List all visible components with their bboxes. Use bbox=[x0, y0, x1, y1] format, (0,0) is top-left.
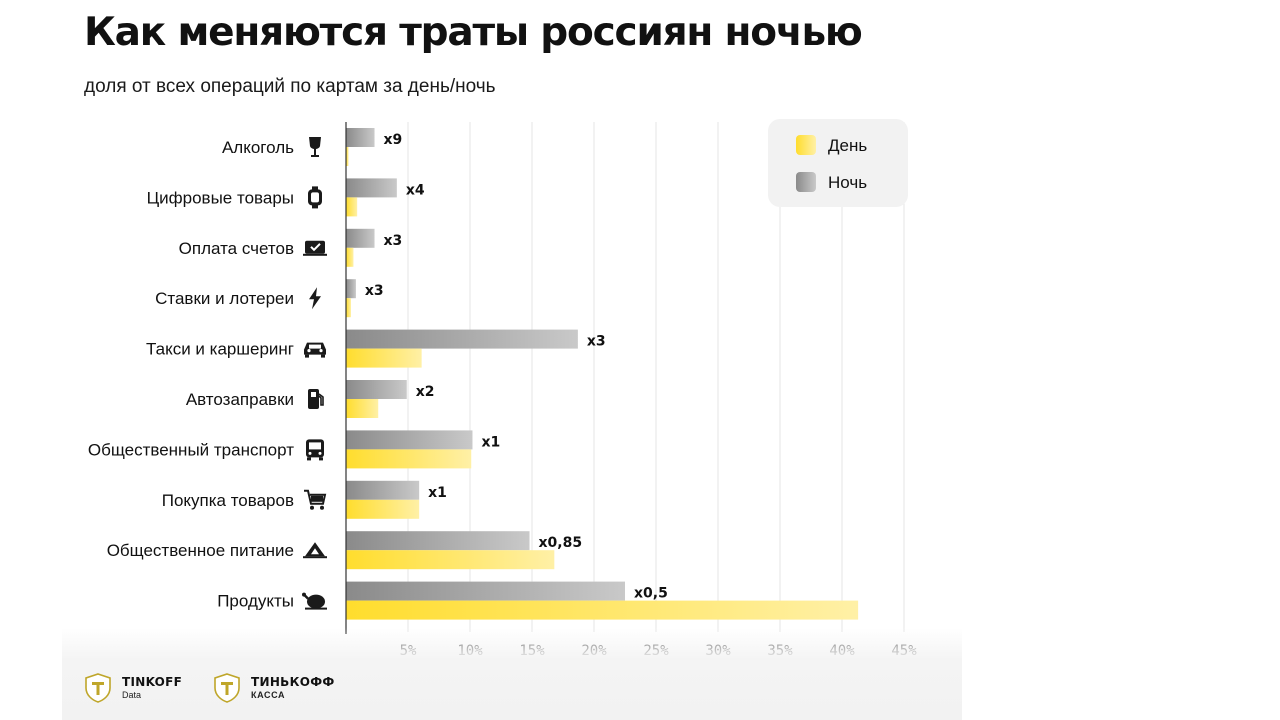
shopping-cart-icon bbox=[304, 489, 327, 510]
category-label: Оплата счетов bbox=[179, 239, 294, 258]
legend-day-label: День bbox=[828, 136, 867, 155]
legend-night-swatch bbox=[796, 172, 816, 192]
night-bar bbox=[346, 531, 530, 551]
tinkoff-emblem-icon bbox=[214, 673, 240, 703]
footer bbox=[62, 628, 962, 720]
category-label: Алкоголь bbox=[222, 138, 294, 157]
page-subtitle: доля от всех операций по картам за день/… bbox=[84, 76, 496, 97]
day-bar bbox=[346, 348, 422, 368]
night-bar bbox=[346, 178, 397, 198]
logo1-name: TINKOFF bbox=[122, 675, 183, 689]
day-bar bbox=[346, 147, 349, 166]
legend-day-swatch bbox=[796, 135, 816, 155]
day-bar bbox=[346, 298, 351, 318]
logo2-name: ТИНЬКОФФ bbox=[251, 675, 335, 689]
category-label: Продукты bbox=[217, 592, 294, 611]
day-bar bbox=[346, 399, 379, 418]
ratio-label: x0,85 bbox=[539, 535, 583, 551]
bus-icon bbox=[306, 439, 324, 461]
category-label: Цифровые товары bbox=[147, 188, 294, 207]
ratio-label: x3 bbox=[384, 233, 403, 249]
tinkoff-kassa-logo: ТИНЬКОФФ КАССА bbox=[211, 672, 335, 704]
night-bar bbox=[346, 329, 578, 349]
category-label: Покупка товаров bbox=[162, 491, 294, 510]
ratio-label: x3 bbox=[365, 283, 384, 299]
night-bar bbox=[346, 380, 407, 399]
legend-box bbox=[768, 119, 908, 207]
wine-glass-icon bbox=[309, 137, 321, 157]
night-bar bbox=[346, 581, 625, 601]
tinkoff-data-logo: TINKOFF Data bbox=[82, 672, 182, 704]
ratio-label: x1 bbox=[481, 434, 500, 450]
category-label: Такси и каршеринг bbox=[146, 340, 294, 359]
legend-night-label: Ночь bbox=[828, 173, 867, 192]
ratio-label: x2 bbox=[416, 384, 435, 400]
ratio-label: x4 bbox=[406, 182, 425, 198]
ratio-label: x9 bbox=[384, 132, 403, 148]
day-bar bbox=[346, 247, 354, 267]
night-bar bbox=[346, 480, 420, 500]
ratio-label: x0,5 bbox=[634, 586, 668, 602]
ratio-label: x1 bbox=[428, 485, 447, 501]
night-bar bbox=[346, 430, 473, 450]
category-label: Автозаправки bbox=[186, 390, 294, 409]
night-bar bbox=[346, 128, 375, 147]
tinkoff-emblem-icon bbox=[85, 673, 111, 703]
car-icon bbox=[304, 342, 326, 358]
day-bar bbox=[346, 499, 420, 519]
day-bar bbox=[346, 550, 555, 570]
category-label: Ставки и лотереи bbox=[155, 289, 294, 308]
logo2-sub: КАССА bbox=[251, 690, 286, 700]
dining-icon bbox=[303, 542, 327, 559]
roast-chicken-icon bbox=[302, 592, 327, 610]
day-bar bbox=[346, 197, 358, 217]
day-bar bbox=[346, 600, 859, 620]
logo1-sub: Data bbox=[122, 690, 142, 700]
smartwatch-icon bbox=[308, 186, 322, 209]
ratio-label: x3 bbox=[587, 334, 606, 350]
fuel-pump-icon bbox=[308, 389, 324, 409]
day-bar bbox=[346, 449, 472, 469]
night-bar bbox=[346, 228, 375, 248]
page-title: Как меняются траты россиян ночью bbox=[84, 10, 863, 55]
bill-payment-icon bbox=[303, 240, 327, 256]
category-label: Общественный транспорт bbox=[88, 440, 294, 459]
category-label: Общественное питание bbox=[107, 541, 294, 560]
legend: День Ночь bbox=[768, 119, 908, 207]
night-bar bbox=[346, 279, 356, 299]
lightning-icon bbox=[309, 287, 321, 310]
